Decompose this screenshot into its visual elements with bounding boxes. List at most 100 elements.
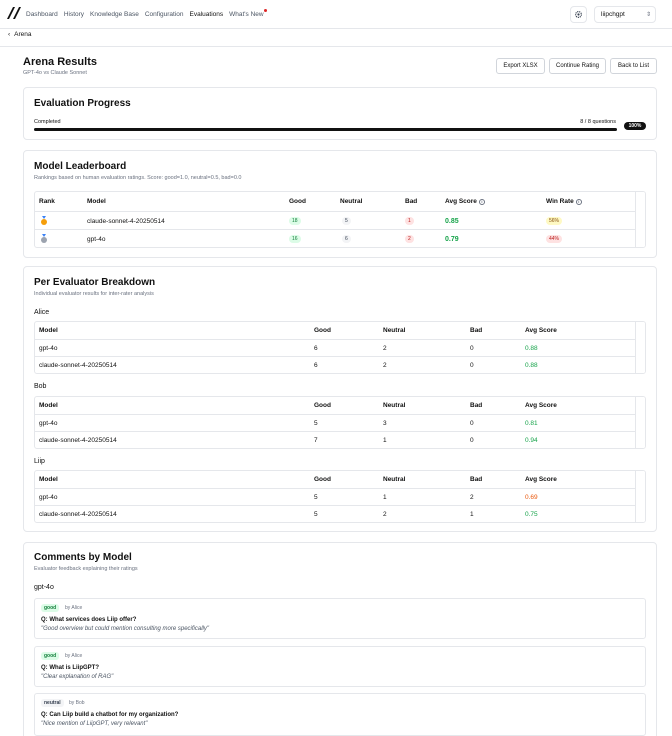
- back-to-arena-button[interactable]: ‹ Arena: [6, 29, 32, 40]
- neutral-count: 1: [383, 437, 387, 444]
- comment-item: good by Alice Q: What services does Liip…: [34, 598, 646, 639]
- progress-bar: [34, 128, 617, 131]
- bad-count: 0: [470, 420, 474, 427]
- per-evaluator-breakdown-card: Per Evaluator Breakdown Individual evalu…: [23, 266, 657, 532]
- avg-score: 0.94: [525, 437, 538, 444]
- col-model: Model: [39, 476, 58, 483]
- comments-title: Comments by Model: [34, 552, 132, 563]
- table-header-row: Model Good Neutral Bad Avg Score: [35, 322, 645, 339]
- good-count: 7: [314, 437, 318, 444]
- good-count: 16: [289, 230, 301, 247]
- model-name: gpt-4o: [87, 235, 106, 243]
- col-good: Good: [314, 327, 331, 334]
- leaderboard-title: Model Leaderboard: [34, 161, 127, 172]
- chevron-left-icon: ‹: [8, 31, 11, 38]
- col-bad: Bad: [470, 402, 483, 409]
- comment-author: by Alice: [65, 605, 83, 611]
- neutral-count: 1: [383, 494, 387, 501]
- breakdown-subtitle: Individual evaluator results for inter-r…: [34, 291, 154, 297]
- win-rate: 56%: [546, 212, 563, 230]
- avg-score: 0.79: [445, 235, 459, 243]
- progress-bar-fill: [34, 128, 617, 131]
- comment-question: Q: Can Liip build a chatbot for my organ…: [41, 712, 179, 718]
- col-win-rate: Win Rate i: [546, 192, 582, 211]
- col-avg-score: Avg Score: [525, 402, 557, 409]
- col-bad: Bad: [470, 476, 483, 483]
- nav-whats-new[interactable]: What's New: [229, 9, 267, 18]
- nav-history[interactable]: History: [63, 11, 85, 18]
- evaluator-name: Bob: [34, 383, 47, 390]
- nav-evaluations[interactable]: Evaluations: [189, 11, 224, 18]
- col-avg-score-label: Avg Score: [445, 198, 477, 205]
- col-avg-score: Avg Score i: [445, 192, 485, 211]
- organization-select[interactable]: liipchgpt ⇕: [594, 6, 656, 23]
- info-icon[interactable]: i: [575, 198, 582, 205]
- col-rank: Rank: [39, 198, 55, 205]
- bad-count: 0: [470, 362, 474, 369]
- good-count: 5: [314, 511, 318, 518]
- nav-configuration[interactable]: Configuration: [144, 11, 184, 18]
- table-header-row: Model Good Neutral Bad Avg Score: [35, 471, 645, 488]
- bad-count: 0: [470, 345, 474, 352]
- progress-title: Evaluation Progress: [34, 98, 131, 109]
- info-icon[interactable]: i: [478, 198, 485, 205]
- col-neutral: Neutral: [383, 476, 406, 483]
- comments-model-group: gpt-4o: [34, 584, 54, 591]
- back-to-arena-label: Arena: [14, 31, 32, 38]
- model-name: gpt-4o: [39, 420, 58, 427]
- bad-count: 2: [405, 230, 414, 247]
- comment-author: by Bob: [69, 700, 85, 706]
- evaluator-table-bob: Model Good Neutral Bad Avg Score gpt-4o …: [34, 396, 646, 449]
- main-nav: Dashboard History Knowledge Base Configu…: [26, 9, 267, 18]
- neutral-count: 6: [342, 230, 351, 247]
- leaderboard-table: Rank Model Good Neutral Bad Avg Score i W…: [34, 191, 646, 248]
- neutral-count: 2: [383, 511, 387, 518]
- table-row: gpt-4o 5 1 2 0.69: [35, 488, 645, 505]
- evaluator-table-alice: Model Good Neutral Bad Avg Score gpt-4o …: [34, 321, 646, 374]
- silver-medal-icon: [40, 230, 48, 247]
- win-rate-value: 44%: [546, 235, 563, 243]
- header-divider: [0, 46, 672, 47]
- table-row: gpt-4o 5 3 0 0.81: [35, 414, 645, 431]
- table-scrollbar[interactable]: [635, 322, 645, 373]
- model-name: claude-sonnet-4-20250514: [39, 437, 117, 444]
- bad-count: 1: [470, 511, 474, 518]
- table-row: claude-sonnet-4-20250514 7 1 0 0.94: [35, 431, 645, 448]
- table-scrollbar[interactable]: [635, 397, 645, 448]
- good-count: 18: [289, 212, 301, 230]
- page-title: Arena Results: [23, 56, 97, 68]
- leaderboard-header-row: Rank Model Good Neutral Bad Avg Score i W…: [35, 192, 645, 211]
- progress-count: 8 / 8 questions: [580, 119, 616, 125]
- table-scrollbar[interactable]: [635, 192, 645, 247]
- neutral-count-value: 6: [342, 235, 351, 243]
- export-xlsx-button[interactable]: Export XLSX: [496, 58, 545, 74]
- good-count: 5: [314, 420, 318, 427]
- neutral-count: 2: [383, 345, 387, 352]
- breakdown-title: Per Evaluator Breakdown: [34, 277, 156, 288]
- evaluator-name: Alice: [34, 309, 50, 316]
- neutral-count: 5: [342, 212, 351, 230]
- comments-by-model-card: Comments by Model Evaluator feedback exp…: [23, 542, 657, 736]
- neutral-count: 2: [383, 362, 387, 369]
- nav-knowledge-base[interactable]: Knowledge Base: [90, 11, 139, 18]
- model-name: gpt-4o: [39, 494, 58, 501]
- gold-medal-icon: [40, 212, 48, 230]
- comment-author: by Alice: [65, 653, 83, 659]
- continue-rating-button[interactable]: Continue Rating: [549, 58, 606, 74]
- back-to-list-button[interactable]: Back to List: [610, 58, 657, 74]
- table-header-row: Model Good Neutral Bad Avg Score: [35, 397, 645, 414]
- bad-count-value: 1: [405, 217, 414, 225]
- table-scrollbar[interactable]: [635, 471, 645, 522]
- liip-logo-icon[interactable]: [6, 6, 22, 20]
- col-good: Good: [314, 476, 331, 483]
- leaderboard-subtitle: Rankings based on human evaluation ratin…: [34, 175, 242, 181]
- col-bad: Bad: [470, 327, 483, 334]
- nav-dashboard[interactable]: Dashboard: [26, 11, 58, 18]
- progress-percent-badge: 100%: [624, 122, 646, 130]
- model-leaderboard-card: Model Leaderboard Rankings based on huma…: [23, 150, 657, 258]
- evaluator-table-liip: Model Good Neutral Bad Avg Score gpt-4o …: [34, 470, 646, 523]
- settings-button[interactable]: [570, 6, 587, 23]
- win-rate-value: 56%: [546, 217, 563, 225]
- table-row: gpt-4o 16 6 2 0.79 44%: [35, 229, 645, 247]
- avg-score: 0.69: [525, 494, 538, 501]
